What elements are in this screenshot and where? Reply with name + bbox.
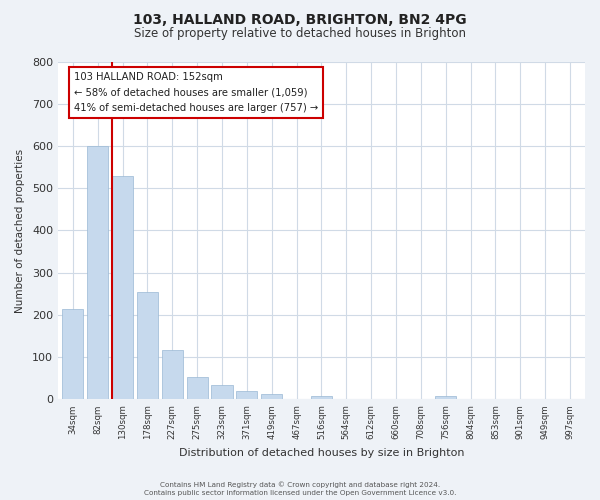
Bar <box>112 176 133 400</box>
Y-axis label: Number of detached properties: Number of detached properties <box>15 148 25 312</box>
Text: 103, HALLAND ROAD, BRIGHTON, BN2 4PG: 103, HALLAND ROAD, BRIGHTON, BN2 4PG <box>133 12 467 26</box>
Bar <box>435 396 457 400</box>
Text: Size of property relative to detached houses in Brighton: Size of property relative to detached ho… <box>134 28 466 40</box>
X-axis label: Distribution of detached houses by size in Brighton: Distribution of detached houses by size … <box>179 448 464 458</box>
Text: Contains public sector information licensed under the Open Government Licence v3: Contains public sector information licen… <box>144 490 456 496</box>
Bar <box>62 308 83 400</box>
Bar <box>236 391 257 400</box>
Bar <box>311 396 332 400</box>
Bar <box>261 394 283 400</box>
Text: Contains HM Land Registry data © Crown copyright and database right 2024.: Contains HM Land Registry data © Crown c… <box>160 481 440 488</box>
Bar <box>137 292 158 400</box>
Bar <box>87 146 108 400</box>
Text: 103 HALLAND ROAD: 152sqm
← 58% of detached houses are smaller (1,059)
41% of sem: 103 HALLAND ROAD: 152sqm ← 58% of detach… <box>74 72 318 113</box>
Bar <box>211 384 233 400</box>
Bar <box>162 350 183 400</box>
Bar <box>187 378 208 400</box>
